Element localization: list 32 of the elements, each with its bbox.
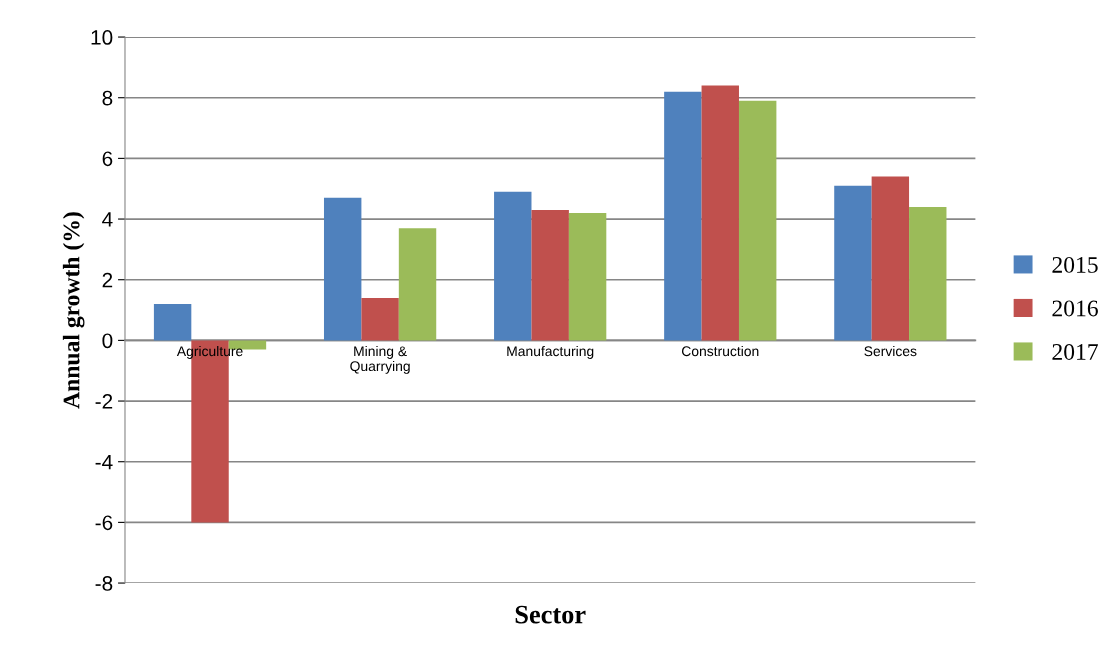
y-tick-label: 10 [91,30,113,45]
bar [153,303,192,341]
y-tick-label: -4 [95,454,113,470]
y-tick-label: 0 [102,333,113,349]
y-tick-label: -8 [95,576,113,591]
y-axis-title: Annual growth (%) [62,212,85,409]
bar [323,197,362,341]
y-tick-label: 4 [102,212,113,227]
bar [398,228,437,341]
y-tick-label: 2 [102,272,113,288]
bar [834,185,872,341]
bar [909,206,947,341]
y-tick-label: -6 [95,515,113,531]
x-tick-label: Manufacturing [507,345,594,359]
bar [871,176,910,341]
x-tick-label: Construction [681,345,759,357]
bar [701,85,739,341]
bar [568,212,607,341]
x-tick-label: Services [864,345,917,357]
x-tick-label: Mining & Quarrying [350,345,410,374]
y-tick-label: 6 [102,151,113,167]
bar [361,297,399,341]
y-tick-label: 8 [102,90,113,106]
legend-label: 2015 [1052,256,1098,273]
bar [738,100,777,341]
legend-label: 2017 [1052,343,1098,360]
bar [664,91,702,341]
y-tick-label: -2 [95,394,113,409]
x-axis-title: Sector [515,605,586,624]
bar [494,191,532,341]
bar [531,209,569,341]
legend-label: 2016 [1052,300,1098,317]
